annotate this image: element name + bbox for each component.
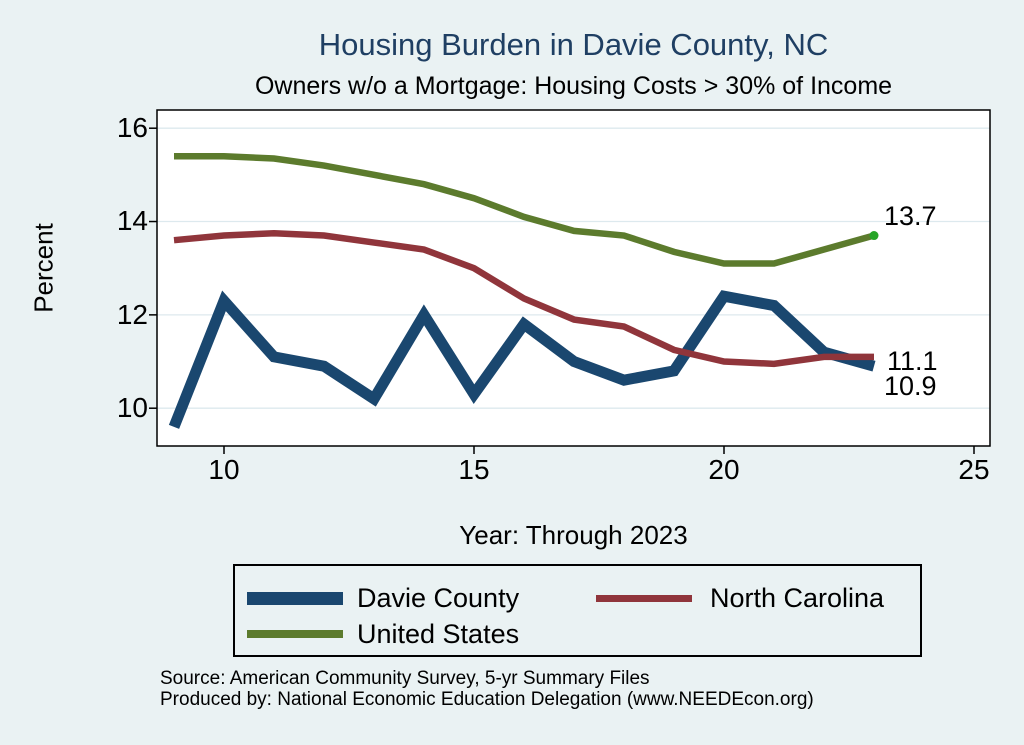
legend-label-north-carolina: North Carolina xyxy=(710,583,885,613)
end-label-davie-county: 10.9 xyxy=(884,371,937,401)
y-tick-label: 14 xyxy=(116,205,148,236)
y-tick-label: 10 xyxy=(116,392,148,423)
series-line-united-states xyxy=(174,152,875,267)
end-label-north-carolina: 11.1 xyxy=(887,346,938,376)
plot-border xyxy=(156,109,991,447)
legend-swatch-davie-county xyxy=(247,592,343,605)
plot-background xyxy=(157,110,990,446)
y-axis-title: Percent xyxy=(28,223,59,313)
end-marker-united-states xyxy=(869,231,879,241)
x-tick-label: 15 xyxy=(458,454,490,485)
x-axis-title: Year: Through 2023 xyxy=(459,520,688,550)
chart-subtitle: Owners w/o a Mortgage: Housing Costs > 3… xyxy=(254,72,893,100)
y-tick-label: 16 xyxy=(116,112,148,143)
y-tick-label: 12 xyxy=(116,299,148,330)
legend-label-united-states: United States xyxy=(357,619,520,649)
source-note-line2: Produced by: National Economic Education… xyxy=(160,689,814,710)
series-line-north-carolina xyxy=(173,229,874,368)
legend-label-davie-county: Davie County xyxy=(357,583,520,613)
legend-swatch-north-carolina xyxy=(596,595,692,602)
legend-swatch-united-states xyxy=(247,630,343,638)
series-line-davie-county xyxy=(168,290,876,429)
x-tick-label: 20 xyxy=(708,454,740,485)
x-tick-label: 25 xyxy=(958,454,990,485)
legend: Davie County North Carolina United State… xyxy=(233,564,922,657)
plot-area xyxy=(149,109,991,454)
end-label-united-states: 13.7 xyxy=(884,201,937,231)
x-tick-label: 10 xyxy=(208,454,240,485)
source-note-line1: Source: American Community Survey, 5-yr … xyxy=(160,668,650,689)
chart-title: Housing Burden in Davie County, NC xyxy=(318,27,829,62)
